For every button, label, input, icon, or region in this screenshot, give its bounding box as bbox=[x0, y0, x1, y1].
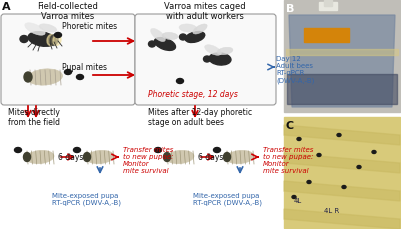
Ellipse shape bbox=[28, 33, 56, 47]
Text: Field-collected
Varroa mites: Field-collected Varroa mites bbox=[38, 2, 98, 21]
Ellipse shape bbox=[154, 38, 176, 51]
Ellipse shape bbox=[83, 153, 91, 162]
Bar bbox=[287, 75, 397, 105]
Text: 6 days: 6 days bbox=[58, 152, 83, 161]
Ellipse shape bbox=[179, 25, 197, 33]
Ellipse shape bbox=[193, 25, 207, 35]
Ellipse shape bbox=[162, 33, 178, 40]
Ellipse shape bbox=[28, 70, 63, 86]
Bar bbox=[319, 3, 337, 11]
Ellipse shape bbox=[213, 148, 221, 153]
Text: C: C bbox=[286, 120, 294, 131]
Text: Day 12
Adult bees
RT-qPCR
(DWV-A,-B): Day 12 Adult bees RT-qPCR (DWV-A,-B) bbox=[276, 56, 314, 83]
Polygon shape bbox=[289, 16, 395, 108]
Ellipse shape bbox=[203, 57, 211, 63]
Ellipse shape bbox=[226, 151, 254, 164]
Text: B: B bbox=[286, 4, 294, 14]
Ellipse shape bbox=[151, 29, 165, 42]
Bar bbox=[284, 1, 400, 112]
Ellipse shape bbox=[26, 151, 54, 164]
Text: Transfer mites
to new pupae:
Monitor
mite survival: Transfer mites to new pupae: Monitor mit… bbox=[123, 146, 173, 173]
Ellipse shape bbox=[357, 166, 361, 169]
Text: Phoretic stage, 12 days: Phoretic stage, 12 days bbox=[148, 90, 238, 98]
Ellipse shape bbox=[372, 151, 376, 154]
Ellipse shape bbox=[205, 46, 221, 56]
FancyBboxPatch shape bbox=[135, 15, 276, 106]
Text: Pupal mites: Pupal mites bbox=[62, 63, 107, 72]
Ellipse shape bbox=[24, 73, 32, 83]
Ellipse shape bbox=[317, 154, 321, 157]
Bar bbox=[304, 29, 349, 43]
Bar bbox=[284, 117, 400, 228]
Text: 6 days: 6 days bbox=[198, 152, 223, 161]
Ellipse shape bbox=[148, 42, 156, 48]
Ellipse shape bbox=[86, 151, 114, 164]
Ellipse shape bbox=[73, 148, 81, 153]
Bar bbox=[286, 50, 398, 56]
Ellipse shape bbox=[223, 153, 231, 162]
Text: 4L: 4L bbox=[294, 197, 302, 203]
Text: Transfer mites
to new pupae:
Monitor
mite survival: Transfer mites to new pupae: Monitor mit… bbox=[263, 146, 313, 173]
Text: Mites after 12-day phoretic
stage on adult bees: Mites after 12-day phoretic stage on adu… bbox=[148, 108, 252, 127]
Polygon shape bbox=[284, 125, 400, 145]
Ellipse shape bbox=[25, 24, 45, 36]
Text: Mite-exposed pupa
RT-qPCR (DWV-A,-B): Mite-exposed pupa RT-qPCR (DWV-A,-B) bbox=[193, 192, 262, 206]
Ellipse shape bbox=[55, 33, 61, 38]
Text: Mites directly
from the field: Mites directly from the field bbox=[8, 108, 60, 127]
Ellipse shape bbox=[53, 35, 61, 46]
Ellipse shape bbox=[47, 35, 55, 46]
Ellipse shape bbox=[185, 32, 205, 43]
Ellipse shape bbox=[65, 70, 71, 75]
Ellipse shape bbox=[297, 138, 301, 141]
Text: Varroa mites caged
with adult workers: Varroa mites caged with adult workers bbox=[164, 2, 246, 21]
Ellipse shape bbox=[180, 35, 186, 41]
FancyBboxPatch shape bbox=[1, 15, 135, 106]
Ellipse shape bbox=[77, 75, 83, 80]
Ellipse shape bbox=[14, 148, 22, 153]
Ellipse shape bbox=[50, 35, 58, 46]
Ellipse shape bbox=[164, 153, 170, 162]
Ellipse shape bbox=[337, 134, 341, 137]
Text: Mite-exposed pupa
RT-qPCR (DWV-A,-B): Mite-exposed pupa RT-qPCR (DWV-A,-B) bbox=[52, 192, 121, 206]
Ellipse shape bbox=[154, 148, 162, 153]
Ellipse shape bbox=[209, 54, 231, 66]
Text: 4L R: 4L R bbox=[324, 207, 339, 213]
Ellipse shape bbox=[307, 181, 311, 184]
Ellipse shape bbox=[217, 48, 233, 55]
Text: A: A bbox=[2, 2, 10, 12]
Ellipse shape bbox=[342, 186, 346, 189]
Ellipse shape bbox=[24, 153, 30, 162]
Ellipse shape bbox=[20, 36, 28, 43]
Ellipse shape bbox=[39, 25, 57, 33]
Ellipse shape bbox=[292, 196, 296, 199]
Polygon shape bbox=[284, 153, 400, 173]
Polygon shape bbox=[284, 209, 400, 229]
Bar bbox=[324, 1, 332, 7]
Ellipse shape bbox=[44, 35, 52, 46]
Polygon shape bbox=[284, 181, 400, 201]
Ellipse shape bbox=[166, 151, 194, 164]
Ellipse shape bbox=[176, 79, 184, 84]
Text: Phoretic mites: Phoretic mites bbox=[62, 22, 117, 31]
